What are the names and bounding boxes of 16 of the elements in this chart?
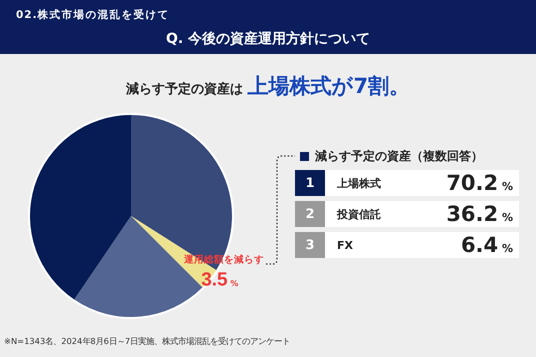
category-label: FX: [336, 238, 354, 252]
rank-badge: 1: [295, 170, 325, 196]
data-label: 36.2%: [446, 202, 514, 226]
text: 減らす予定の資産（複数回答）: [315, 148, 483, 164]
text: 上場株式が7割。: [247, 74, 410, 98]
rank-badge: 2: [295, 201, 325, 227]
data-label: 3.5%: [201, 269, 238, 290]
data-label: 6.4%: [460, 233, 514, 257]
chart-title: Q. 今後の資産運用方針について: [164, 30, 372, 48]
text: ※N=1343名、2024年8月6日～7日実施、株式市場混乱を受けてのアンケート: [4, 336, 290, 347]
data-label: 70.2%: [446, 171, 514, 195]
category-label: 上場株式: [336, 176, 382, 190]
text: 減らす予定の資産は: [126, 82, 244, 97]
rank-badge: 3: [295, 232, 325, 258]
category-label: 投資信託: [336, 206, 382, 222]
chart-subtitle: 02.株式市場の混乱を受けて: [16, 8, 170, 22]
